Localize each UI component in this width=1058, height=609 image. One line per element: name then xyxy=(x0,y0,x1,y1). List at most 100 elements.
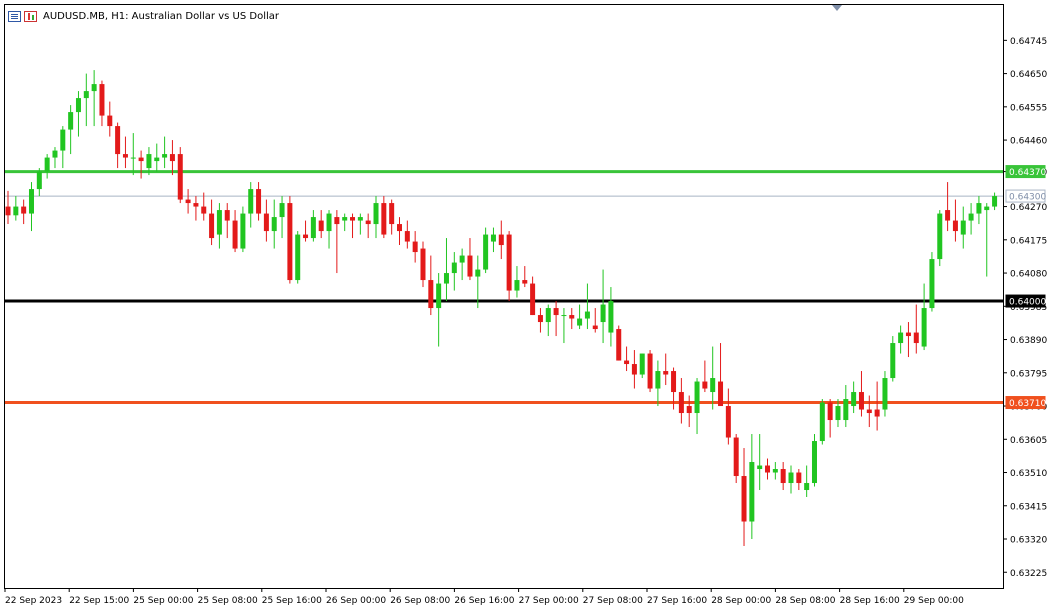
candle xyxy=(702,360,708,393)
candle xyxy=(992,192,998,211)
candle-body xyxy=(647,353,653,389)
candle-body xyxy=(569,315,575,319)
candle xyxy=(913,304,919,354)
candle-body xyxy=(412,241,418,253)
candle-body xyxy=(365,220,371,225)
candle-body xyxy=(694,381,700,414)
candle xyxy=(44,154,50,179)
candle-body xyxy=(397,224,402,232)
candle xyxy=(772,462,778,480)
candle-body xyxy=(490,234,496,242)
candle-body xyxy=(624,360,630,365)
candle-body xyxy=(60,129,66,151)
chart-shift-marker-icon[interactable] xyxy=(832,5,842,11)
candle xyxy=(177,147,183,204)
candle xyxy=(287,196,293,284)
candle xyxy=(209,199,215,246)
candle xyxy=(107,101,113,137)
candle-body xyxy=(537,315,543,323)
candle xyxy=(757,434,763,491)
candle-body xyxy=(334,217,340,225)
candle xyxy=(443,238,449,302)
black-price-tag-box xyxy=(1005,294,1046,308)
candle xyxy=(710,346,716,410)
candle-body xyxy=(44,157,50,172)
candle xyxy=(827,399,833,438)
candle-body xyxy=(130,157,136,159)
candle-body xyxy=(279,203,285,218)
candle xyxy=(357,213,363,235)
y-tick-label: 0.64460 xyxy=(1010,137,1047,147)
candle xyxy=(28,182,34,232)
candle-body xyxy=(937,213,943,260)
candle-body xyxy=(177,154,183,200)
candle xyxy=(240,206,246,253)
candle xyxy=(201,192,207,221)
candle xyxy=(780,462,786,491)
candle xyxy=(224,203,230,239)
candle xyxy=(216,203,222,249)
candle-body xyxy=(631,364,637,375)
candle xyxy=(68,105,74,155)
candle-body xyxy=(639,353,645,375)
candle-body xyxy=(342,217,348,221)
chart-menu-icon[interactable] xyxy=(8,10,21,22)
candle xyxy=(36,168,42,197)
y-tick-label: 0.64175 xyxy=(1010,236,1047,246)
candle-body xyxy=(420,248,426,281)
candle xyxy=(342,213,348,232)
x-tick-label: 26 Sep 00:00 xyxy=(326,596,386,606)
candle-body xyxy=(843,399,849,421)
candle xyxy=(553,301,559,337)
candle xyxy=(115,122,121,169)
candle-body xyxy=(115,126,121,155)
candle xyxy=(310,210,316,242)
candle-body xyxy=(913,332,919,344)
candle xyxy=(420,241,426,288)
candle xyxy=(162,136,168,169)
candle-body xyxy=(404,231,410,242)
candle xyxy=(122,136,128,169)
candle xyxy=(960,206,966,249)
candle xyxy=(584,283,590,330)
candle-body xyxy=(467,255,473,277)
candle xyxy=(671,367,677,410)
x-tick-label: 27 Sep 08:00 xyxy=(583,596,643,606)
candle xyxy=(631,350,637,389)
candle-body xyxy=(952,220,958,232)
candle-body xyxy=(874,409,880,417)
candle-body xyxy=(968,213,974,221)
candle-body xyxy=(545,308,551,323)
candle-body xyxy=(945,210,951,221)
candle-body xyxy=(882,378,888,410)
chart-header: AUDUSD.MB, H1: Australian Dollar vs US D… xyxy=(8,8,279,24)
candle xyxy=(475,255,481,309)
candle-body xyxy=(663,371,669,375)
x-tick-label: 25 Sep 00:00 xyxy=(133,596,193,606)
candle xyxy=(154,143,160,172)
y-tick-label: 0.64745 xyxy=(1010,37,1047,47)
candle-body xyxy=(13,206,19,216)
candle xyxy=(99,80,105,127)
candle xyxy=(945,182,951,232)
candle-body xyxy=(28,189,34,214)
candle xyxy=(819,399,825,445)
x-tick-label: 28 Sep 08:00 xyxy=(775,596,835,606)
candlestick-icon[interactable] xyxy=(24,10,37,22)
current-price-tag: 0.64300 xyxy=(1005,189,1046,203)
y-tick-label: 0.63225 xyxy=(1010,569,1047,579)
y-tick-label: 0.63415 xyxy=(1010,502,1047,512)
y-tick-label: 0.64080 xyxy=(1010,270,1047,280)
x-tick-label: 22 Sep 15:00 xyxy=(69,596,129,606)
candle xyxy=(890,336,896,382)
candle-body xyxy=(671,371,677,393)
candle-body xyxy=(326,213,332,232)
candle-body xyxy=(655,371,661,389)
candle-body xyxy=(154,157,160,162)
candle xyxy=(334,210,340,274)
candle-body xyxy=(592,325,598,330)
candle-body xyxy=(984,206,990,211)
candle xyxy=(350,213,356,239)
candle xyxy=(663,353,669,386)
